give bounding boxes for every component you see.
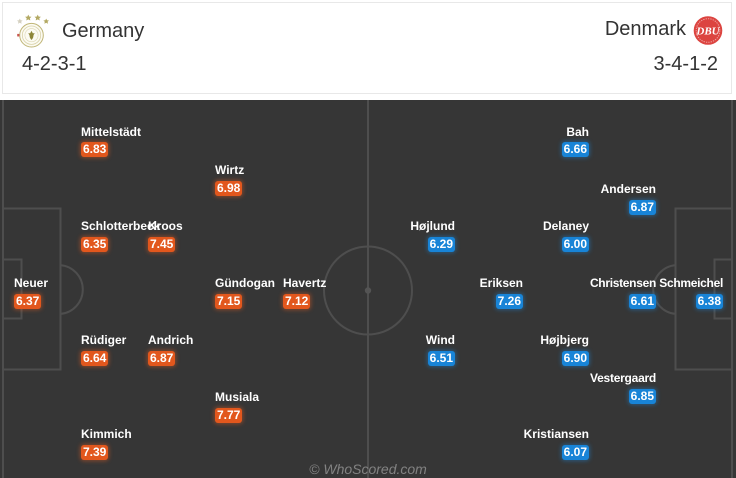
- svg-text:DBU: DBU: [695, 26, 720, 38]
